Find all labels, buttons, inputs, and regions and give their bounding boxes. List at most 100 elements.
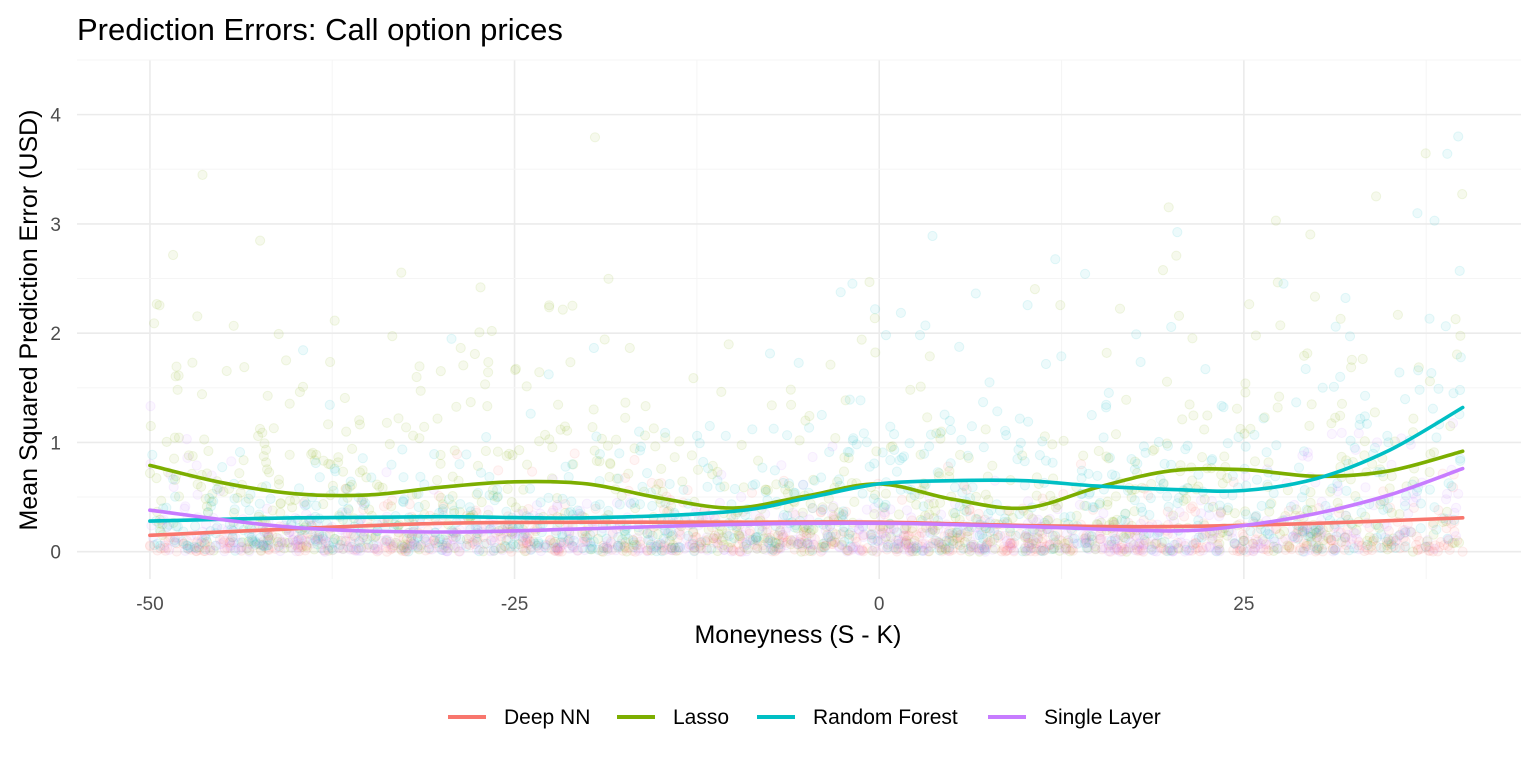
scatter-point (1080, 532, 1091, 543)
scatter-point (1414, 535, 1425, 547)
scatter-point (229, 493, 240, 504)
scatter-point (192, 536, 203, 547)
scatter-point (1454, 265, 1465, 276)
scatter-point (191, 546, 202, 557)
scatter-point (927, 537, 938, 549)
scatter-point (897, 494, 908, 505)
scatter-point (531, 500, 543, 511)
scatter-point (396, 540, 407, 551)
scatter-point (1388, 540, 1399, 552)
scatter-point (891, 466, 903, 477)
scatter-point (398, 533, 409, 544)
scatter-point (1455, 453, 1466, 464)
scatter-point (1369, 407, 1381, 418)
scatter-point (532, 540, 543, 551)
scatter-point (658, 540, 670, 551)
scatter-point (962, 450, 973, 461)
scatter-point (973, 508, 984, 520)
scatter-point (760, 486, 771, 497)
scatter-point (1188, 410, 1199, 421)
scatter-point (159, 536, 171, 547)
scatter-point (764, 348, 776, 359)
legend-label: Lasso (673, 706, 729, 729)
scatter-point (1259, 412, 1270, 423)
scatter-point (945, 424, 957, 436)
scatter-point (918, 501, 929, 512)
scatter-point (1350, 444, 1361, 455)
scatter-point (809, 533, 820, 544)
scatter-point (1422, 535, 1433, 546)
scatter-point (1172, 537, 1183, 549)
scatter-point (396, 545, 408, 556)
scatter-point (381, 546, 392, 557)
scatter-point (1422, 536, 1433, 547)
scatter-point (1311, 527, 1322, 538)
scatter-point (673, 527, 684, 538)
scatter-point (858, 428, 870, 439)
scatter-point (1088, 504, 1099, 515)
scatter-point (1414, 384, 1425, 395)
scatter-point (968, 539, 979, 550)
scatter-point (568, 459, 579, 470)
scatter-point (620, 537, 631, 548)
scatter-point (744, 528, 755, 539)
scatter-point (938, 539, 950, 551)
scatter-point (801, 531, 812, 543)
scatter-point (1234, 546, 1245, 557)
scatter-point (765, 532, 776, 544)
scatter-point (348, 544, 359, 555)
scatter-point (596, 546, 607, 557)
scatter-point (885, 442, 897, 453)
scatter-point (225, 543, 236, 554)
scatter-point (578, 537, 589, 548)
scatter-point (1132, 545, 1143, 556)
scatter-point (191, 545, 202, 557)
scatter-point (455, 342, 466, 354)
scatter-point (838, 526, 849, 537)
scatter-point (857, 530, 869, 541)
scatter-point (1453, 537, 1465, 548)
scatter-point (1219, 451, 1230, 462)
scatter-point (524, 483, 536, 494)
scatter-point (343, 542, 354, 553)
scatter-point (1101, 347, 1112, 358)
scatter-point (862, 543, 873, 554)
scatter-point (1094, 534, 1106, 545)
scatter-point (646, 545, 657, 556)
scatter-point (729, 483, 741, 495)
scatter-point (541, 540, 552, 551)
scatter-point (844, 447, 855, 458)
scatter-point (297, 381, 309, 392)
scatter-point (263, 544, 274, 556)
scatter-point (815, 546, 827, 557)
scatter-point (224, 537, 235, 548)
scatter-point (438, 501, 449, 512)
scatter-point (906, 543, 917, 554)
scatter-point (920, 539, 931, 550)
scatter-point (873, 536, 884, 547)
scatter-point (1341, 485, 1352, 496)
scatter-point (1299, 526, 1310, 537)
scatter-point (1182, 440, 1193, 451)
scatter-point (1029, 543, 1040, 554)
scatter-point (895, 307, 907, 318)
scatter-point (848, 542, 859, 553)
scatter-point (1102, 496, 1113, 507)
scatter-point (435, 492, 447, 503)
scatter-point (1003, 540, 1014, 551)
scatter-point (1386, 536, 1397, 547)
scatter-point (871, 446, 882, 457)
scatter-point (935, 428, 946, 439)
scatter-point (290, 539, 301, 551)
scatter-point (890, 544, 901, 555)
scatter-point (1181, 493, 1192, 504)
scatter-point (1423, 545, 1434, 556)
scatter-point (919, 448, 930, 459)
scatter-point (1186, 545, 1198, 556)
scatter-point (362, 542, 373, 553)
scatter-point (544, 302, 555, 313)
scatter-point (797, 542, 808, 553)
scatter-point (1443, 535, 1454, 546)
scatter-point (1190, 506, 1201, 517)
